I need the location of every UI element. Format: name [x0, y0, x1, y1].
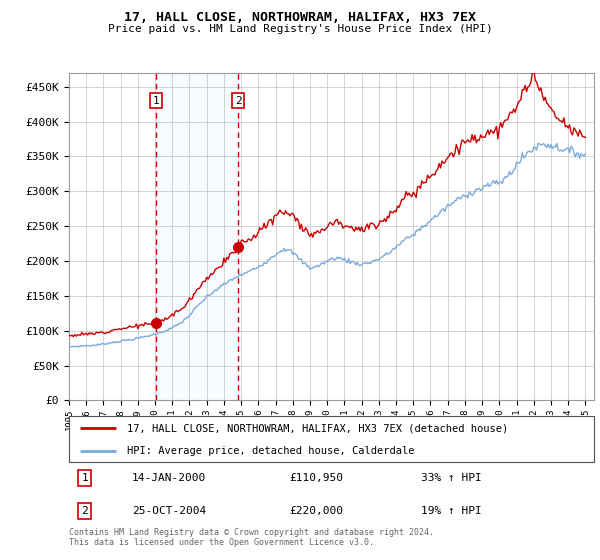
- Text: £220,000: £220,000: [290, 506, 343, 516]
- Text: 19% ↑ HPI: 19% ↑ HPI: [421, 506, 482, 516]
- Text: Price paid vs. HM Land Registry's House Price Index (HPI): Price paid vs. HM Land Registry's House …: [107, 24, 493, 34]
- Text: 17, HALL CLOSE, NORTHOWRAM, HALIFAX, HX3 7EX: 17, HALL CLOSE, NORTHOWRAM, HALIFAX, HX3…: [124, 11, 476, 24]
- Text: 2: 2: [235, 96, 241, 106]
- Text: 17, HALL CLOSE, NORTHOWRAM, HALIFAX, HX3 7EX (detached house): 17, HALL CLOSE, NORTHOWRAM, HALIFAX, HX3…: [127, 423, 508, 433]
- Text: 14-JAN-2000: 14-JAN-2000: [132, 473, 206, 483]
- Text: 1: 1: [82, 473, 88, 483]
- Text: HPI: Average price, detached house, Calderdale: HPI: Average price, detached house, Cald…: [127, 446, 414, 456]
- Text: £110,950: £110,950: [290, 473, 343, 483]
- Text: Contains HM Land Registry data © Crown copyright and database right 2024.
This d: Contains HM Land Registry data © Crown c…: [69, 528, 434, 547]
- Bar: [156, 73, 238, 400]
- Text: 1: 1: [152, 96, 159, 106]
- Text: 25-OCT-2004: 25-OCT-2004: [132, 506, 206, 516]
- Text: 33% ↑ HPI: 33% ↑ HPI: [421, 473, 482, 483]
- Text: 2: 2: [82, 506, 88, 516]
